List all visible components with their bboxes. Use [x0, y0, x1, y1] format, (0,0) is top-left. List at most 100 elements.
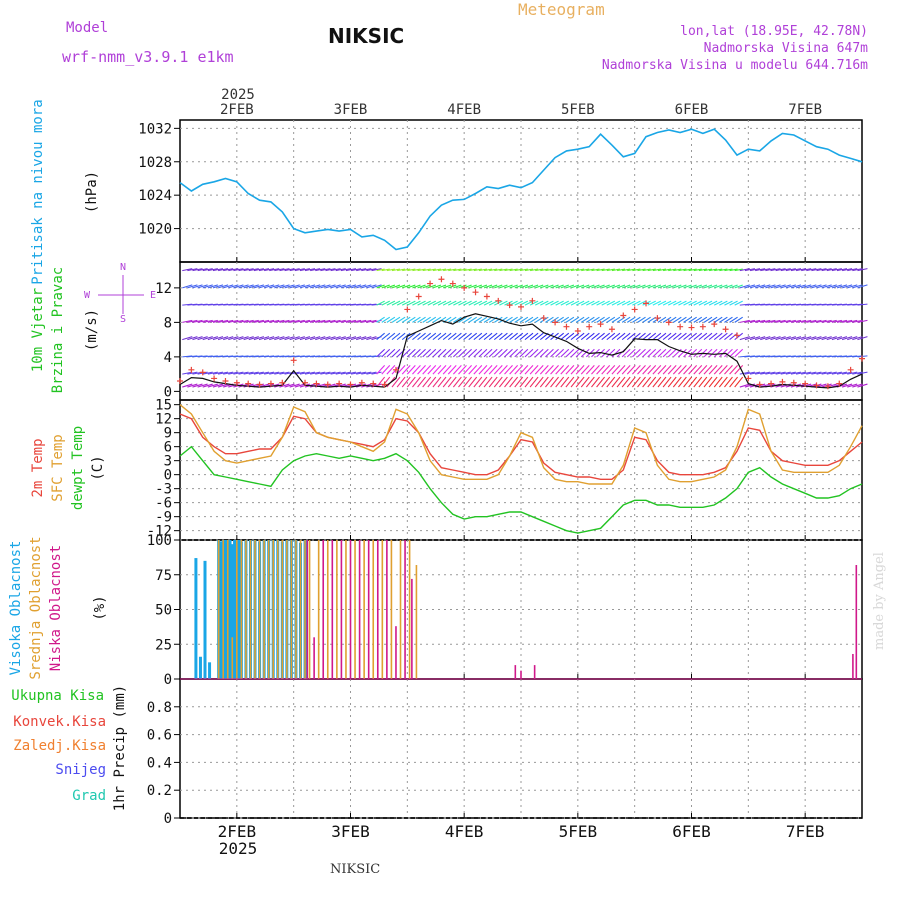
wind-barb: [402, 268, 411, 272]
wind-barb: [442, 364, 452, 375]
wind-barb: [724, 376, 733, 388]
wind-barb: [790, 319, 802, 323]
wind-barb: [463, 376, 473, 388]
wind-barb: [335, 319, 346, 323]
wind-gust-point: [199, 369, 206, 376]
wind-barb: [581, 268, 590, 272]
wind-barb: [555, 364, 565, 375]
wind-barb: [376, 300, 385, 306]
wind-barb: [187, 268, 198, 272]
wind-barb: [565, 316, 575, 323]
temperature-ytick-label: 15: [155, 398, 172, 414]
wind-barb: [857, 303, 868, 306]
wind-barb: [417, 348, 426, 358]
wind-barb: [529, 348, 539, 358]
wind-barb: [688, 268, 697, 272]
wind-barb: [391, 268, 401, 272]
cloud-mid-bar: [236, 540, 238, 679]
wind-ytick-label: 0: [164, 384, 172, 400]
wind-barb: [632, 348, 641, 358]
wind-barb: [672, 364, 682, 375]
wind-barb: [202, 268, 213, 272]
cloud-mid-bar: [286, 540, 288, 679]
wind-barb: [478, 300, 488, 306]
wind-barb: [499, 268, 508, 272]
temperature-ytick-label: 6: [164, 440, 172, 456]
temperature-ytick-label: 9: [164, 426, 172, 442]
wind-barb: [238, 268, 249, 272]
wind-barb: [519, 268, 528, 272]
wind-barb: [330, 284, 341, 289]
cloud-mid-bar: [226, 540, 229, 679]
wind-barb: [529, 332, 539, 341]
wind-barb: [345, 319, 357, 323]
wind-gust-point: [574, 328, 581, 334]
wind-barb: [611, 332, 621, 341]
wind-barb: [488, 364, 498, 375]
wind-barb: [657, 364, 667, 375]
wind-barb: [836, 336, 848, 341]
wind-barb: [724, 268, 733, 272]
cloud-ytick-label: 25: [155, 637, 172, 653]
wind-barb: [396, 364, 406, 375]
temp-unit: (C): [90, 455, 106, 480]
wind-unit: (m/s): [84, 309, 100, 351]
cloud-unit: (%): [92, 595, 108, 620]
wind-barb: [606, 284, 616, 289]
wind-barb: [678, 348, 687, 358]
wind-gust-point: [427, 280, 434, 287]
wind-barb: [264, 371, 275, 375]
wind-barb: [361, 268, 372, 272]
wind-barb: [335, 336, 346, 341]
temperature-ytick-label: -9: [155, 510, 172, 526]
wind-barb: [361, 371, 372, 375]
wind-barb: [540, 268, 549, 272]
wind-barb: [739, 336, 750, 341]
wind-barb: [560, 348, 570, 358]
wind-gust-point: [472, 289, 479, 296]
cloud-mid-bar: [258, 540, 261, 679]
wind-barb: [233, 371, 244, 375]
wind-barb: [361, 336, 372, 341]
wind-barb: [698, 364, 708, 375]
wind-barb: [724, 300, 733, 306]
wind-barb: [632, 284, 641, 289]
wind-barb: [713, 364, 723, 375]
wind-barb: [243, 319, 254, 323]
cloud-mid-bar: [326, 540, 329, 679]
wind-barb: [642, 348, 652, 358]
wind-barb: [212, 319, 224, 323]
wind-barb: [417, 284, 426, 289]
wind-barb: [524, 268, 534, 272]
wind-barb: [662, 284, 672, 289]
wind-barb: [376, 316, 385, 323]
wind-barb: [637, 300, 646, 306]
wind-barb: [483, 376, 493, 388]
pressure-unit: (hPa): [84, 171, 100, 213]
wind-barb: [555, 332, 565, 341]
cloud-mid-bar: [240, 540, 243, 679]
wind-barb: [483, 300, 493, 306]
wind-barb: [534, 364, 544, 375]
lonlat-label: lon,lat (18.95E, 42.78N): [680, 24, 868, 39]
bottom-date-label: 6FEB: [672, 822, 711, 841]
wind-barb: [545, 332, 554, 341]
wind-barb: [785, 284, 797, 289]
wind-barb: [212, 336, 224, 341]
wind-barb: [504, 376, 513, 388]
wind-gust-point: [404, 306, 411, 313]
wind-barb: [233, 319, 244, 323]
wind-barb: [713, 300, 723, 306]
wind-barb: [698, 284, 708, 289]
wind-gust-point: [665, 319, 672, 326]
wind-barb: [744, 371, 756, 375]
wind-barb: [611, 364, 621, 375]
wind-barb: [493, 348, 503, 358]
wind-barb: [264, 319, 275, 323]
wind-barb: [770, 371, 781, 375]
wind-barb: [187, 371, 198, 375]
wind-barb: [248, 371, 259, 375]
wind-barb: [258, 371, 270, 375]
wind-barb: [443, 268, 452, 272]
cloud-high-bar: [219, 541, 223, 679]
